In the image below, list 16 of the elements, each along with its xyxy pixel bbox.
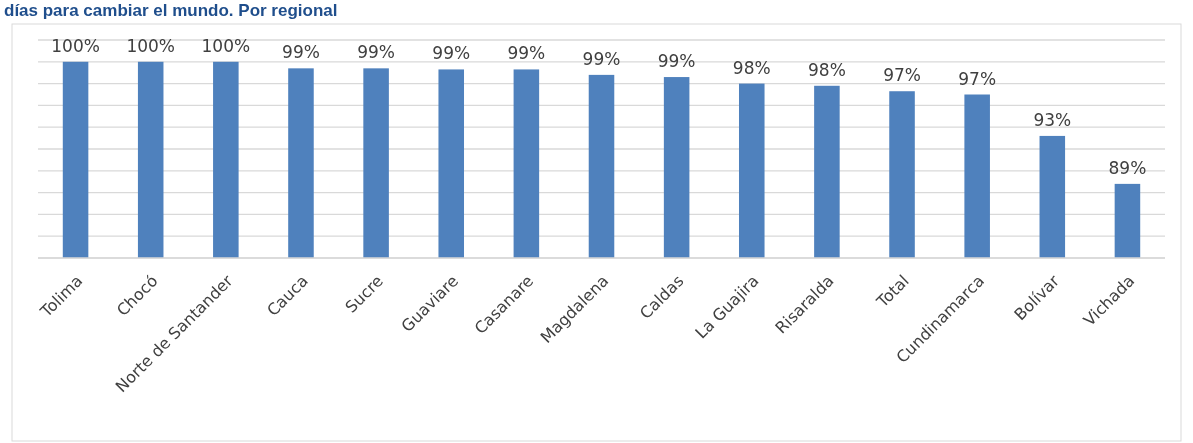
data-label: 100% (51, 35, 100, 56)
data-label: 99% (357, 42, 395, 63)
data-label: 89% (1108, 157, 1147, 178)
data-label: 100% (126, 35, 175, 56)
data-label: 97% (958, 68, 997, 89)
data-label: 98% (732, 57, 771, 78)
data-label: 99% (507, 43, 546, 64)
data-label: 93% (1033, 109, 1072, 130)
data-label: 99% (282, 42, 320, 63)
data-label: 99% (432, 43, 471, 64)
data-label: 97% (883, 65, 921, 86)
data-label: 98% (808, 59, 846, 80)
data-label: 99% (582, 48, 621, 69)
data-label: 99% (657, 51, 696, 72)
chart-title: días para cambiar el mundo. Por regional (4, 1, 338, 20)
data-label: 100% (201, 35, 251, 56)
